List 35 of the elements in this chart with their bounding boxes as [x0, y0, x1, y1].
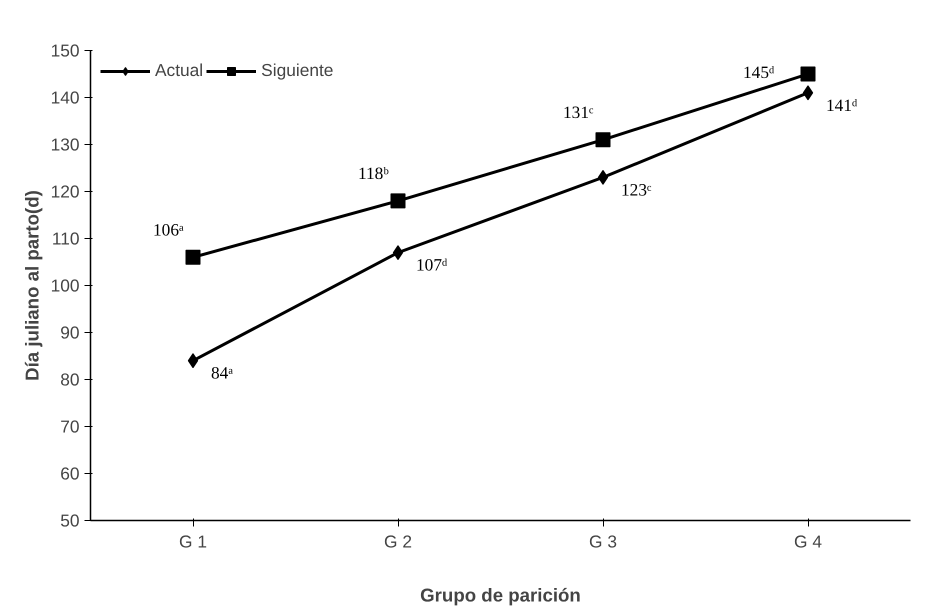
data-label: 106ᵃ — [153, 220, 184, 240]
y-tick-label: 80 — [60, 370, 80, 390]
y-tick-label: 110 — [52, 228, 80, 248]
y-tick-label: 130 — [50, 134, 80, 154]
x-tick-label: G 1 — [179, 532, 207, 552]
y-axis-title: Día juliano al parto(d) — [22, 190, 43, 381]
x-tick-label: G 2 — [384, 532, 412, 552]
y-tick-label: 60 — [60, 464, 80, 484]
legend-label: Actual — [155, 60, 204, 81]
point — [596, 132, 610, 148]
data-label: 131ᶜ — [563, 102, 594, 122]
y-tick-label: 70 — [60, 416, 80, 436]
data-label: 118ᵇ — [358, 164, 390, 183]
point — [390, 193, 406, 208]
legend-label: Siguiente — [261, 60, 334, 81]
y-tick-label: 120 — [50, 182, 80, 202]
point — [800, 66, 816, 82]
point — [186, 250, 200, 265]
data-label: 141ᵈ — [826, 96, 858, 115]
data-label: 145ᵈ — [743, 63, 775, 82]
point — [802, 85, 814, 100]
point — [392, 245, 404, 260]
y-tick-label: 140 — [50, 88, 80, 108]
data-label: 107ᵈ — [416, 256, 448, 275]
y-tick-label: 90 — [60, 322, 80, 342]
point — [188, 353, 198, 368]
y-tick-label: 50 — [60, 510, 80, 530]
point — [598, 170, 608, 185]
x-axis-title: Grupo de parición — [420, 584, 581, 606]
data-label: 123ᶜ — [621, 180, 652, 200]
x-tick-label: G 3 — [589, 532, 617, 552]
y-tick-label: 100 — [50, 276, 80, 296]
data-label: 84ᵃ — [211, 364, 234, 383]
y-tick-label: 150 — [50, 40, 80, 60]
x-tick-label: G 4 — [794, 532, 822, 552]
